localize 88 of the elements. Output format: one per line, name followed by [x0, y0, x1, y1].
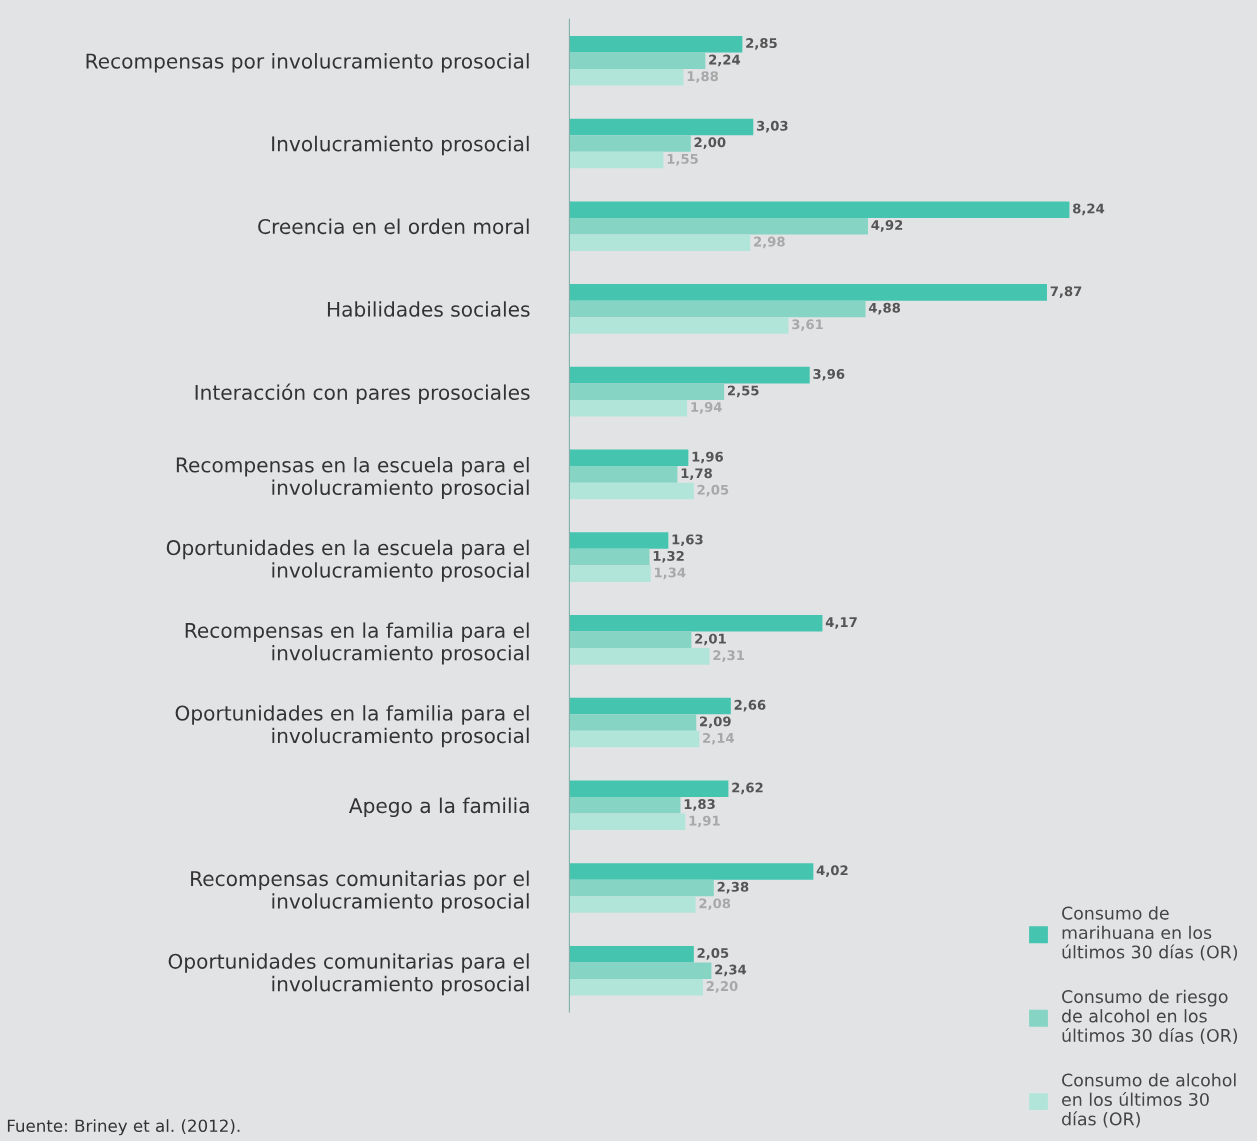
data-label: 2,38	[717, 881, 749, 894]
y-tick-label: Oportunidades en la familia para el involucramiento prosocial	[175, 705, 529, 748]
bar	[569, 863, 814, 880]
y-tick-label: Recompensas comunitarias por el involucramiento prosocial	[191, 870, 529, 913]
bar	[569, 317, 789, 334]
legend-label: Consumo de marihuana en los últimos 30 días (OR)	[1062, 906, 1238, 961]
bar	[569, 118, 754, 136]
y-tick-label: Recompensas por involucramiento prosocial	[86, 53, 529, 73]
data-label: 1,55	[667, 154, 698, 166]
bar	[569, 482, 694, 500]
bar	[569, 631, 692, 649]
bar	[569, 714, 697, 731]
data-label: 4,17	[825, 617, 857, 629]
bar	[569, 399, 688, 417]
bar	[569, 813, 686, 831]
bar	[569, 648, 710, 665]
bar	[569, 796, 681, 814]
data-label: 7,87	[1050, 286, 1082, 298]
bar	[569, 945, 694, 963]
y-tick-label: Involucramiento prosocial	[272, 135, 529, 156]
data-label: 3,61	[792, 319, 823, 331]
bar	[569, 548, 650, 566]
data-label: 2,31	[713, 650, 745, 662]
bar	[569, 565, 651, 582]
bar	[569, 532, 669, 549]
data-label: 2,05	[697, 948, 729, 960]
data-label: 2,55	[727, 385, 759, 398]
bar	[569, 466, 678, 483]
data-label: 4,92	[871, 220, 903, 232]
data-label: 2,09	[700, 716, 731, 729]
bar	[569, 69, 684, 86]
y-tick-label: Apego a la familia	[348, 797, 529, 818]
bar	[569, 217, 868, 235]
data-label: 2,98	[754, 236, 785, 249]
bar	[569, 52, 706, 70]
bar	[569, 201, 1070, 218]
data-label: 8,24	[1073, 203, 1105, 216]
legend-label: Consumo de riesgo de alcohol en los últimos 30 días (OR)	[1062, 989, 1238, 1045]
data-label: 1,32	[653, 550, 684, 563]
data-label: 4,88	[868, 302, 901, 315]
data-label: 2,20	[706, 981, 738, 993]
data-label: 2,01	[695, 633, 726, 646]
data-label: 2,66	[734, 699, 766, 712]
data-label: 2,08	[699, 898, 731, 911]
bar	[569, 730, 700, 748]
bar	[569, 449, 689, 467]
data-label: 2,62	[732, 782, 763, 795]
bar	[569, 35, 743, 53]
y-tick-label: Oportunidades en la escuela para el involucramiento prosocial	[166, 539, 529, 582]
bar	[569, 697, 731, 715]
data-label: 1,34	[655, 567, 686, 580]
data-label: 2,14	[703, 732, 734, 745]
data-label: 2,05	[697, 484, 729, 497]
bar	[569, 962, 712, 979]
source-note: Fuente: Briney et al. (2012).	[7, 1119, 240, 1136]
data-label: 1,96	[692, 451, 723, 464]
data-label: 2,24	[709, 54, 741, 67]
data-label: 2,34	[715, 964, 747, 977]
bar	[569, 879, 714, 897]
bar	[569, 896, 696, 913]
y-tick-label: Oportunidades comunitarias para el involucramiento prosocial	[168, 953, 529, 996]
data-label: 1,78	[681, 468, 712, 480]
bar	[569, 234, 751, 252]
bar	[569, 615, 823, 632]
y-tick-label: Creencia en el orden moral	[258, 218, 529, 235]
data-label: 1,83	[684, 799, 715, 811]
data-label: 1,94	[691, 402, 722, 414]
bar	[569, 300, 866, 318]
y-tick-label: Recompensas en la escuela para el involucramiento prosocial	[176, 456, 529, 500]
data-label: 3,96	[813, 368, 845, 381]
data-label: 1,91	[689, 815, 720, 828]
data-label: 2,85	[746, 38, 777, 50]
legend-label: Consumo de alcohol en los últimos 30 días (OR)	[1062, 1073, 1236, 1128]
y-tick-label: Recompensas en la familia para el involucramiento prosocial	[185, 622, 529, 665]
y-tick-label: Interacción con pares prosociales	[195, 383, 530, 404]
data-label: 3,03	[756, 120, 788, 133]
bar	[569, 780, 729, 797]
bar	[569, 151, 664, 169]
data-label: 1,88	[687, 71, 719, 83]
y-tick-label: Habilidades sociales	[327, 301, 530, 317]
data-label: 4,02	[816, 865, 848, 877]
data-label: 1,63	[672, 534, 703, 547]
data-label: 2,00	[694, 137, 726, 149]
bar	[569, 135, 691, 152]
bar	[569, 284, 1047, 301]
bar	[569, 383, 725, 400]
bar	[569, 366, 810, 384]
bar	[569, 978, 703, 996]
